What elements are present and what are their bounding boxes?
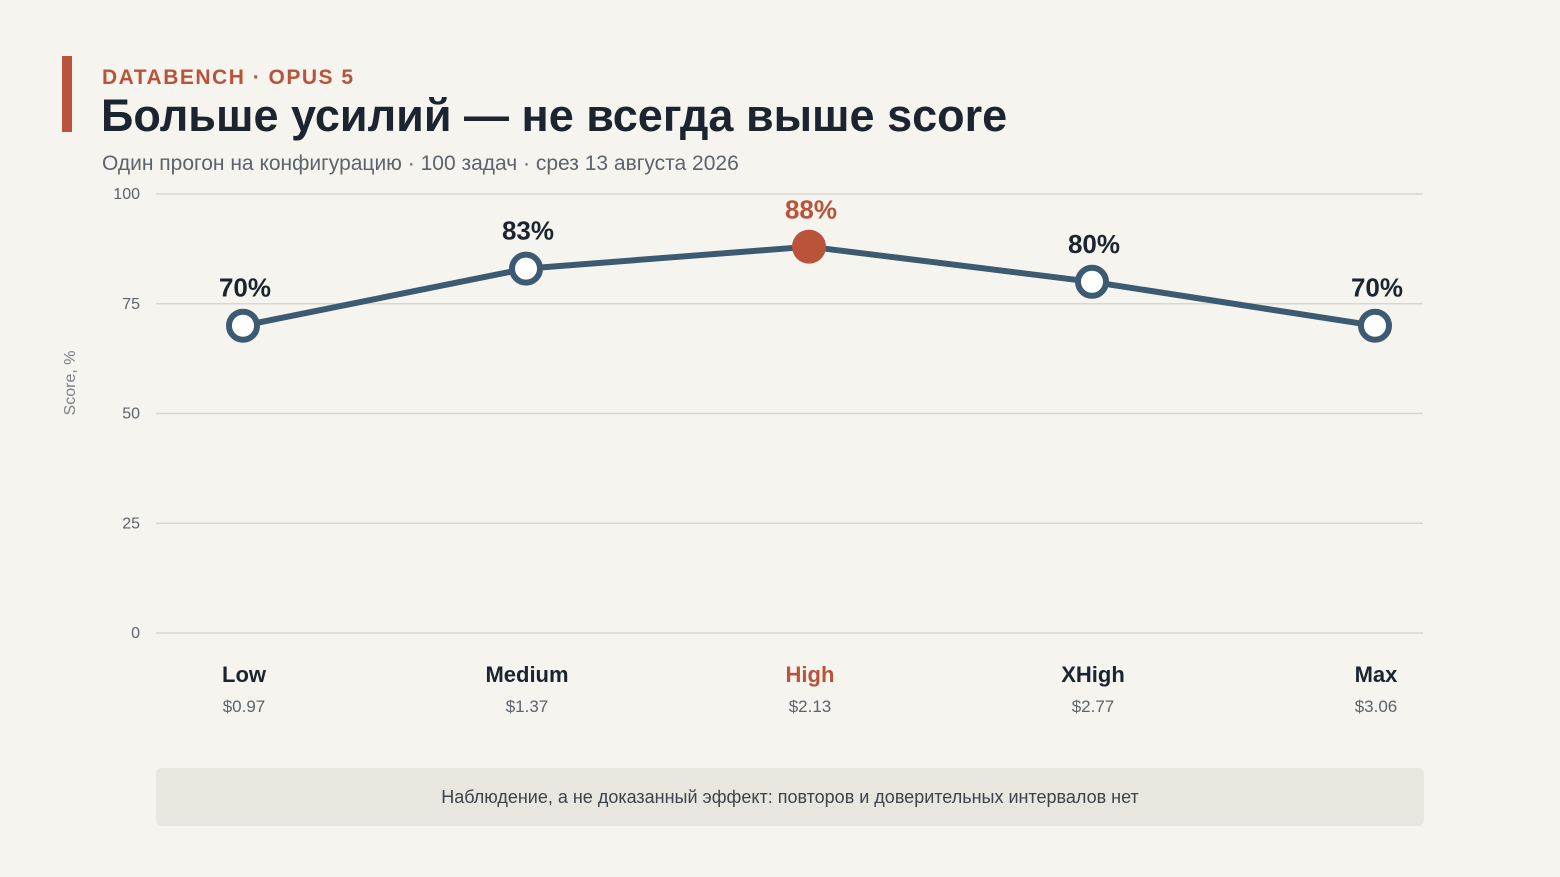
y-tick-label: 75 [122,296,140,313]
data-point [226,308,260,343]
x-tick-label: Max [1355,662,1399,687]
y-tick-label: 100 [113,186,140,203]
x-tick-label: XHigh [1061,662,1125,687]
x-tick-label: Low [222,662,267,687]
y-axis-label: Score, % [62,351,79,416]
data-point [1358,308,1392,343]
y-tick-label: 50 [122,406,140,423]
cost-label: $0.97 [223,697,266,716]
page-title: Больше усилий — не всегда выше score [101,90,1008,141]
footnote: Наблюдение, а не доказанный эффект: повт… [156,768,1424,826]
y-tick-label: 25 [122,515,140,532]
cost-label: $3.06 [1355,697,1398,716]
accent-bar [62,56,72,132]
data-label: 83% [502,216,554,246]
data-label: 70% [219,273,271,303]
y-tick-label: 0 [131,625,140,642]
data-point [509,251,543,286]
data-point [1075,264,1109,299]
cost-label: $2.77 [1072,697,1115,716]
page-subtitle: Один прогон на конфигурацию · 100 задач … [102,152,739,175]
data-label: 70% [1351,273,1403,303]
data-label: 80% [1068,229,1120,259]
kicker: DATABENCH · OPUS 5 [102,66,355,89]
x-tick-label: Medium [485,662,568,687]
data-point-highlight [792,229,826,264]
cost-label: $1.37 [506,697,549,716]
x-tick-label: High [786,662,835,687]
data-label: 88% [785,195,837,225]
cost-label: $2.13 [789,697,832,716]
